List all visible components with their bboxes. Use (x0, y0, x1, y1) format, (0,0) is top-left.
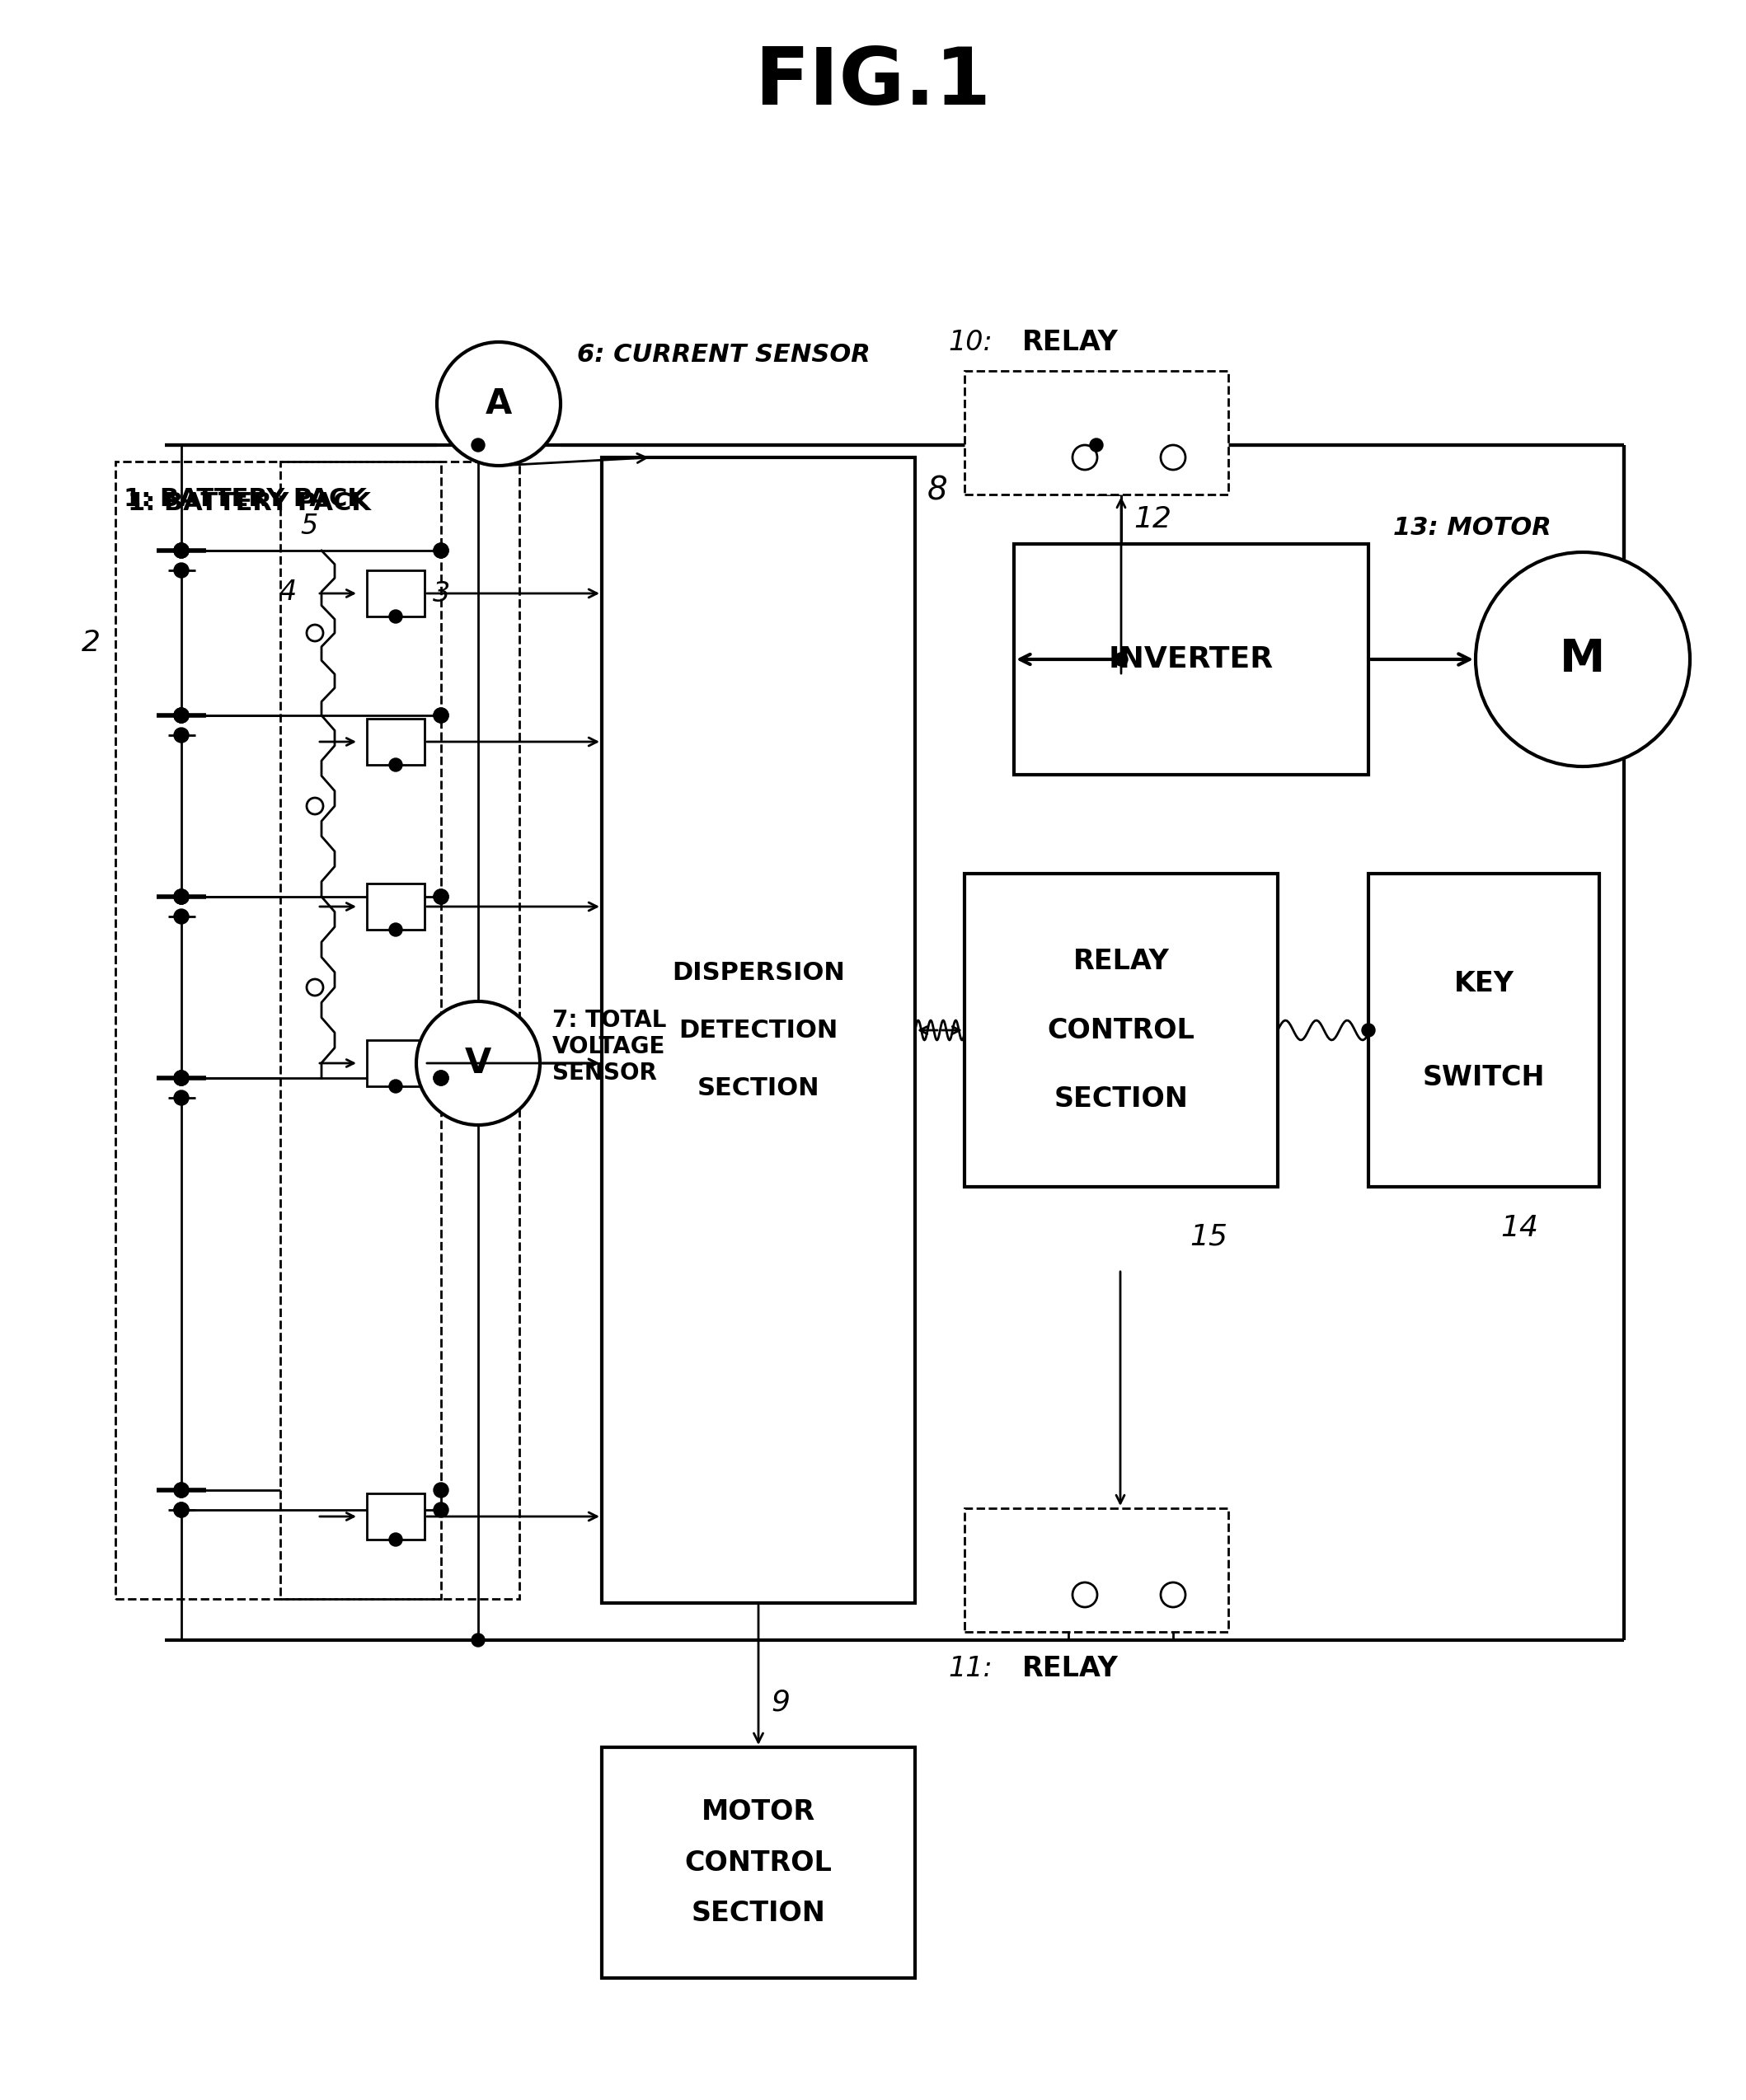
Circle shape (175, 1071, 189, 1086)
Text: 4: 4 (279, 578, 297, 605)
Bar (115, 462, 519, 1598)
Text: 10:: 10: (948, 328, 992, 355)
Bar (1369, 874, 1599, 1186)
Text: RELAY: RELAY (1074, 947, 1170, 974)
Circle shape (1090, 439, 1103, 451)
Circle shape (175, 544, 189, 559)
Text: 5: 5 (300, 512, 318, 540)
Circle shape (175, 888, 189, 905)
Circle shape (1114, 653, 1128, 666)
Circle shape (1161, 445, 1186, 470)
Circle shape (1072, 445, 1096, 470)
Text: 1: BATTERY PACK: 1: BATTERY PACK (124, 487, 367, 510)
Circle shape (433, 1501, 449, 1518)
Circle shape (175, 708, 189, 722)
Bar (1014, 544, 1369, 775)
Bar (964, 1508, 1227, 1632)
Bar (367, 884, 424, 930)
Text: 14: 14 (1500, 1214, 1538, 1241)
Circle shape (433, 1071, 449, 1086)
Text: CONTROL: CONTROL (684, 1848, 833, 1875)
Text: 7: TOTAL
VOLTAGE
SENSOR: 7: TOTAL VOLTAGE SENSOR (552, 1008, 667, 1086)
Circle shape (307, 798, 323, 815)
Bar (367, 718, 424, 764)
Circle shape (1161, 1583, 1186, 1606)
Text: SECTION: SECTION (691, 1900, 826, 1928)
Bar (602, 458, 915, 1602)
Text: FIG.1: FIG.1 (754, 44, 992, 120)
Circle shape (175, 888, 189, 905)
Circle shape (433, 708, 449, 722)
Bar (281, 462, 442, 1598)
Text: CONTROL: CONTROL (1048, 1016, 1194, 1044)
Text: SECTION: SECTION (697, 1075, 819, 1100)
Circle shape (433, 888, 449, 905)
Text: 11:: 11: (948, 1655, 992, 1682)
Circle shape (175, 909, 189, 924)
Text: DETECTION: DETECTION (679, 1018, 838, 1042)
Circle shape (433, 1483, 449, 1497)
Circle shape (307, 624, 323, 640)
Circle shape (175, 563, 189, 578)
Bar (367, 1040, 424, 1086)
Circle shape (389, 1533, 402, 1546)
Text: INVERTER: INVERTER (1109, 645, 1273, 674)
Circle shape (436, 342, 560, 466)
Circle shape (175, 1071, 189, 1086)
Bar (367, 571, 424, 617)
Circle shape (433, 1071, 449, 1086)
Circle shape (175, 888, 189, 905)
Text: 15: 15 (1189, 1222, 1227, 1250)
Circle shape (175, 1090, 189, 1105)
Circle shape (175, 1483, 189, 1497)
Bar (367, 1493, 424, 1539)
Text: 2: 2 (82, 628, 100, 657)
Circle shape (175, 708, 189, 722)
Text: V: V (464, 1046, 491, 1082)
Text: 12: 12 (1133, 506, 1172, 533)
Bar (602, 1747, 915, 1978)
Circle shape (471, 1634, 485, 1646)
Text: SECTION: SECTION (1055, 1086, 1189, 1113)
Circle shape (433, 544, 449, 559)
Text: 13: MOTOR: 13: MOTOR (1393, 514, 1550, 540)
Text: KEY: KEY (1454, 970, 1514, 997)
Text: SWITCH: SWITCH (1423, 1063, 1545, 1090)
Bar (964, 874, 1278, 1186)
Text: 1: BATTERY PACK: 1: BATTERY PACK (127, 491, 370, 514)
Text: 8: 8 (927, 475, 948, 506)
Text: 9: 9 (770, 1688, 789, 1716)
Text: RELAY: RELAY (1021, 1655, 1119, 1682)
Text: MOTOR: MOTOR (702, 1798, 815, 1825)
Text: RELAY: RELAY (1021, 328, 1119, 355)
Circle shape (175, 544, 189, 559)
Circle shape (389, 609, 402, 624)
Circle shape (471, 439, 485, 451)
Circle shape (175, 1483, 189, 1497)
Text: M: M (1559, 636, 1606, 682)
Circle shape (416, 1002, 540, 1126)
Bar (964, 372, 1227, 493)
Circle shape (175, 544, 189, 559)
Circle shape (307, 979, 323, 995)
Circle shape (433, 888, 449, 905)
Text: 3: 3 (433, 580, 450, 607)
Circle shape (175, 1501, 189, 1518)
Circle shape (175, 1501, 189, 1518)
Circle shape (1362, 1023, 1376, 1037)
Text: 6: CURRENT SENSOR: 6: CURRENT SENSOR (578, 342, 870, 365)
Circle shape (433, 708, 449, 722)
Circle shape (433, 544, 449, 559)
Text: A: A (485, 386, 512, 422)
Circle shape (175, 1071, 189, 1086)
Circle shape (389, 1079, 402, 1092)
Text: DISPERSION: DISPERSION (672, 960, 845, 985)
Circle shape (175, 708, 189, 722)
Circle shape (1072, 1583, 1096, 1606)
Circle shape (175, 729, 189, 743)
Circle shape (389, 924, 402, 937)
Circle shape (1475, 552, 1690, 766)
Circle shape (389, 758, 402, 771)
